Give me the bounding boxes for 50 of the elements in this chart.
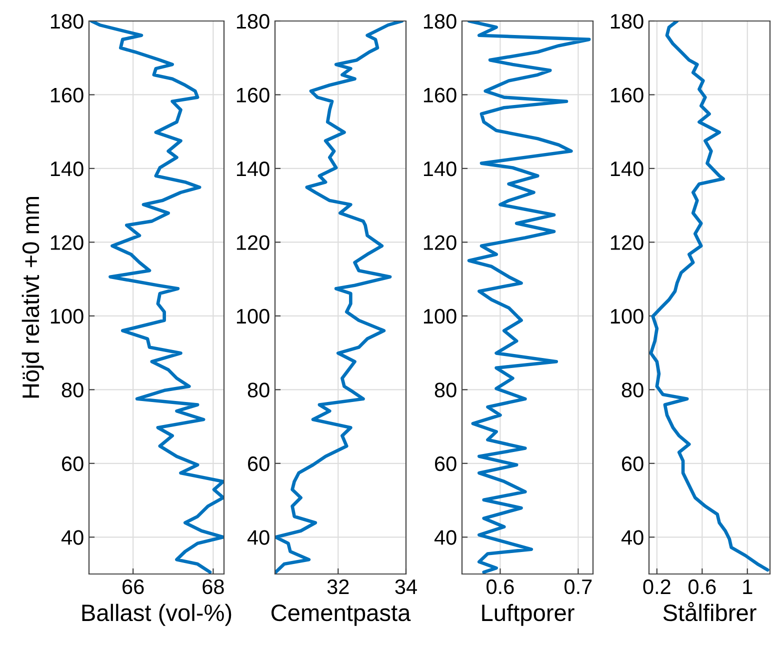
x-tick-label: 1 (743, 580, 752, 594)
y-tick-label: 120 (50, 235, 84, 250)
line-series (467, 21, 591, 574)
y-tick-label: 80 (62, 382, 84, 398)
y-tick-label: 60 (435, 456, 456, 472)
y-tick-label: 140 (50, 161, 84, 176)
y-tick-label: 140 (610, 161, 644, 176)
x-tick-label: 66 (122, 579, 144, 594)
x-tick-label: 32 (327, 579, 349, 594)
y-tick-label: 60 (622, 456, 644, 472)
line-series (90, 21, 224, 574)
x-axis-title: Stålfibrer (663, 602, 756, 622)
y-tick-label: 40 (61, 530, 84, 545)
y-tick-label: 80 (434, 382, 456, 398)
y-tick-label: 100 (50, 308, 84, 324)
y-tick-label: 60 (62, 456, 84, 472)
x-axis-title: Cementpasta (271, 604, 411, 626)
y-tick-label: 160 (424, 88, 456, 102)
x-tick-label: 0.6 (688, 579, 716, 594)
x-tick-label: 0.7 (564, 579, 592, 594)
y-tick-label: 40 (621, 530, 644, 545)
x-tick-label: 0.6 (486, 579, 514, 594)
y-tick-label: 120 (610, 235, 644, 250)
y-tick-label: 40 (434, 530, 456, 545)
y-axis-title: Höjd relativt +0 mm (22, 197, 44, 398)
y-tick-label: 120 (424, 235, 456, 250)
y-tick-label: 180 (236, 14, 270, 29)
y-tick-label: 140 (424, 161, 456, 176)
y-tick-label: 40 (247, 530, 270, 545)
line-series (275, 21, 404, 574)
y-tick-label: 180 (50, 14, 84, 29)
x-tick-label: 68 (202, 579, 224, 594)
y-tick-label: 80 (622, 382, 644, 398)
x-axis-title: Ballast (vol-%) (82, 604, 232, 626)
y-tick-label: 100 (236, 308, 270, 324)
y-tick-label: 160 (236, 88, 270, 102)
y-tick-label: 100 (610, 308, 644, 324)
x-tick-label: 34 (395, 579, 417, 594)
y-tick-label: 100 (424, 308, 456, 324)
x-axis-title: Luftporer (482, 604, 574, 626)
y-tick-label: 180 (610, 14, 644, 29)
y-tick-label: 120 (236, 235, 270, 250)
y-tick-label: 160 (610, 88, 644, 102)
line-series (649, 21, 770, 572)
x-tick-label: 0.2 (643, 579, 670, 594)
y-tick-label: 160 (50, 88, 84, 102)
y-tick-label: 140 (236, 161, 270, 176)
y-tick-label: 80 (248, 382, 270, 398)
y-tick-label: 60 (248, 456, 270, 472)
y-tick-label: 180 (424, 14, 456, 29)
